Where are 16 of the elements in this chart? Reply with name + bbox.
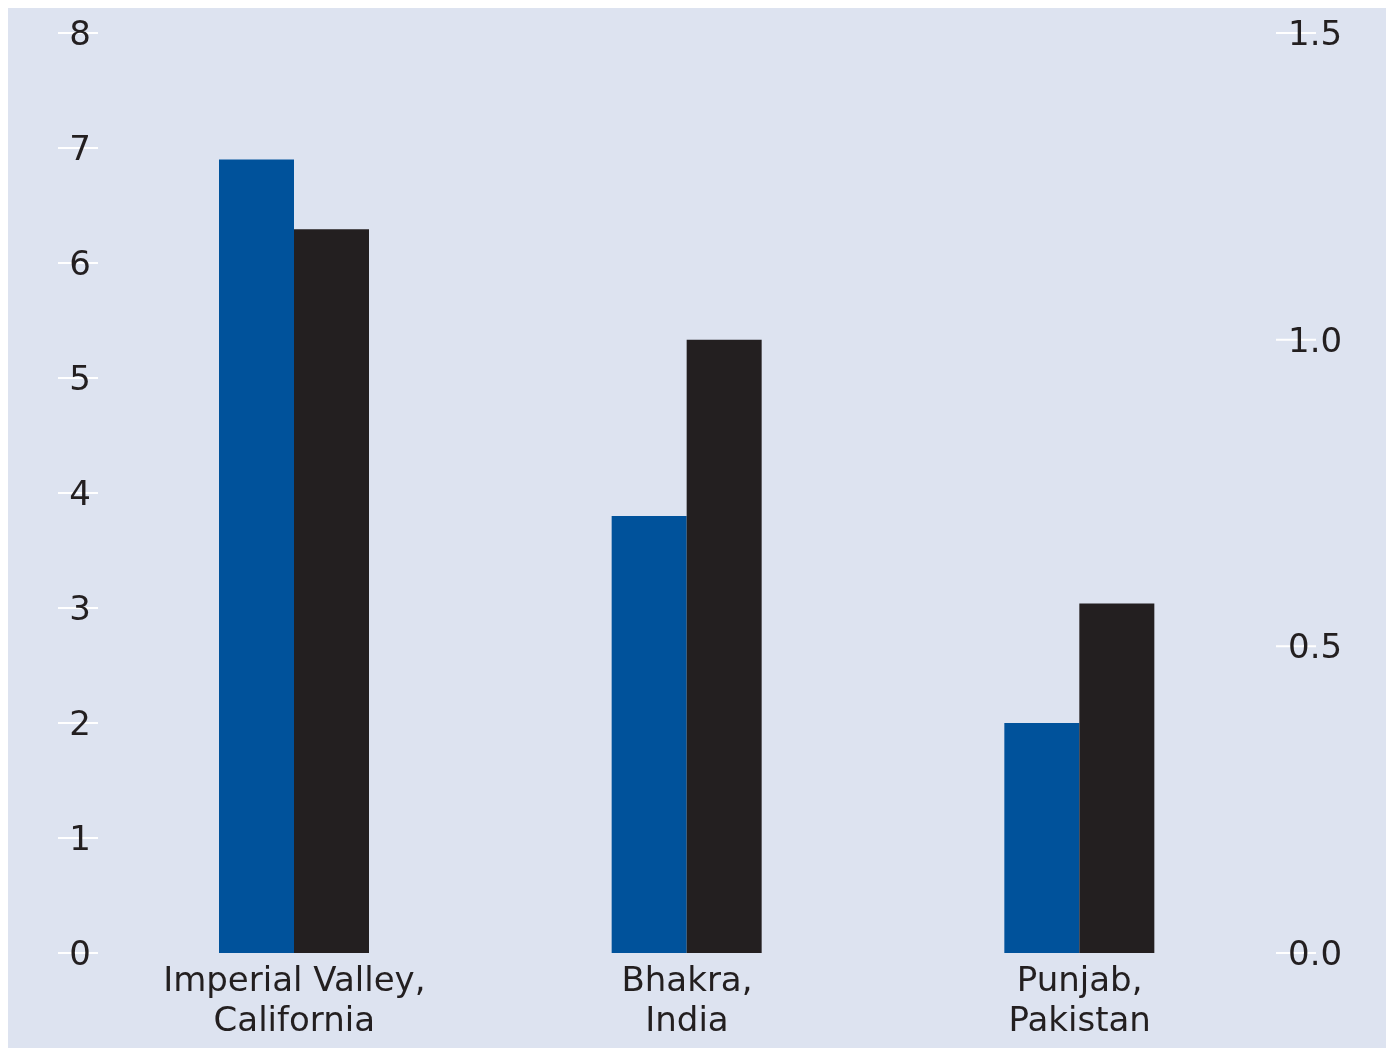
y-tick-label: 2 [69, 703, 91, 744]
y2-tick-label: 1.0 [1288, 319, 1343, 360]
y-tick-label: 5 [69, 358, 91, 399]
y-tick-label: 1 [69, 818, 91, 859]
y-tick-label: 4 [69, 473, 91, 514]
y-tick-label: 3 [69, 588, 91, 629]
y2-tick-label: 1.5 [1288, 13, 1343, 54]
y-tick-label: 0 [69, 933, 91, 974]
y2-tick-label: 0.0 [1288, 933, 1343, 974]
y-tick-label: 8 [69, 13, 91, 54]
x-tick-label: Punjab, Pakistan [1008, 959, 1151, 1039]
y-tick-label: 6 [69, 243, 91, 284]
y2-tick-label: 0.5 [1288, 626, 1343, 667]
y-tick-label: 7 [69, 128, 91, 169]
x-tick-label: Bhakra, India [621, 959, 753, 1039]
x-tick-label: Imperial Valley, California [163, 959, 426, 1039]
